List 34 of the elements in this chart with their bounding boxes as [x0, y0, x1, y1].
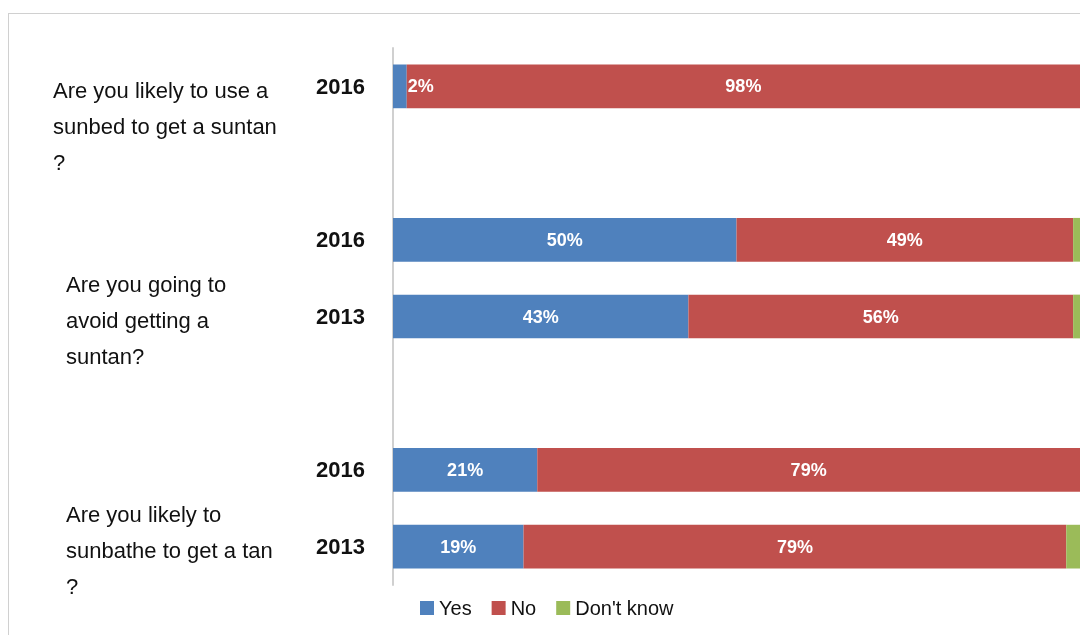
- bar: [406, 64, 1080, 109]
- bar: [523, 524, 1067, 569]
- data-label: 79%: [790, 459, 827, 480]
- text: Are you going to avoid getting a suntan?: [66, 271, 233, 369]
- y-tick-label: 2013: [316, 304, 365, 329]
- bar: [393, 448, 538, 492]
- text: Are you likely to use a sunbed to get a suntan?: [53, 77, 277, 175]
- bar: [1073, 294, 1080, 339]
- bar: [1066, 524, 1080, 569]
- legend-label: Yes: [439, 597, 472, 619]
- bar: [1073, 217, 1080, 262]
- data-label: 98%: [725, 76, 762, 97]
- y-tick-label: 2016: [316, 73, 365, 99]
- data-label: 2%: [407, 76, 434, 97]
- bar: [736, 217, 1074, 262]
- data-label: 49%: [886, 229, 923, 250]
- data-label: 56%: [862, 306, 899, 327]
- bar: [393, 64, 407, 109]
- data-label: 79%: [776, 536, 813, 557]
- legend-label: Don't know: [575, 597, 675, 619]
- data-label: 19%: [440, 536, 477, 557]
- bar: [393, 217, 737, 262]
- text: Are you likely to sunbathe to get a tan?: [66, 501, 273, 599]
- y-tick-label: 2016: [316, 457, 365, 483]
- y-tick-label: 2013: [316, 534, 365, 560]
- y-tick-label: 2016: [316, 227, 365, 253]
- bar: [688, 294, 1074, 339]
- data-label: 21%: [447, 459, 484, 480]
- bar: [393, 294, 689, 339]
- data-label: 50%: [546, 229, 583, 250]
- data-label: 43%: [522, 306, 559, 327]
- legend-label: No: [510, 597, 537, 619]
- bar: [537, 448, 1080, 492]
- bar: [393, 524, 524, 569]
